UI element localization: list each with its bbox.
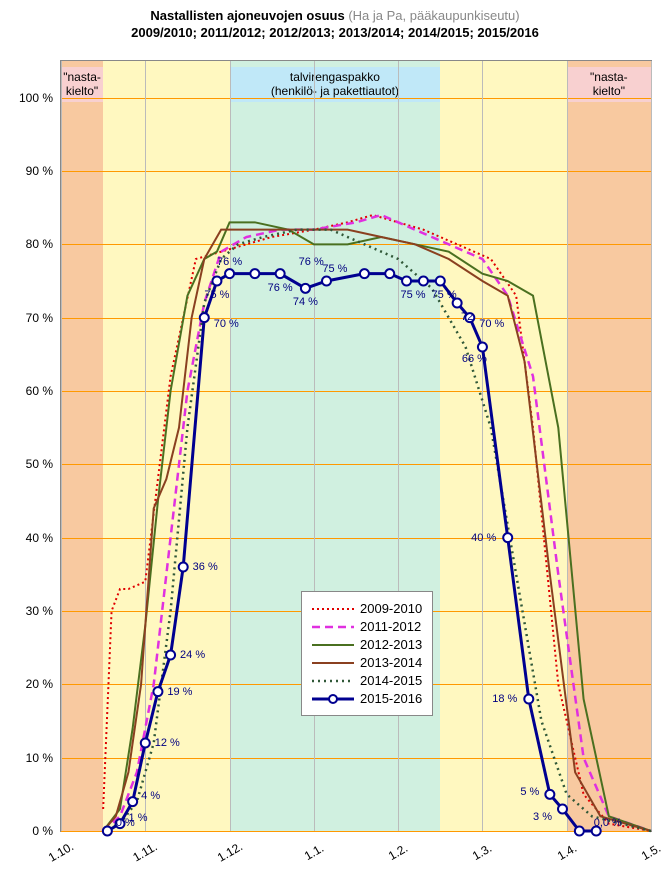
x-axis-label: 1.12. <box>214 839 244 864</box>
data-label: 74 % <box>293 296 318 308</box>
x-axis-label: 1.4. <box>555 841 579 863</box>
legend-swatch <box>312 656 354 670</box>
series-marker <box>524 695 533 704</box>
data-label: 1 % <box>129 812 148 824</box>
legend-label: 2015-2016 <box>360 691 422 706</box>
series-marker <box>200 313 209 322</box>
x-axis-label: 1.5. <box>639 841 663 863</box>
data-label: 76 % <box>299 256 324 268</box>
legend: 2009-2010 2011-2012 2012-2013 2013-2014 2014… <box>301 591 433 716</box>
series-marker <box>478 343 487 352</box>
series-marker <box>166 651 175 660</box>
legend-row: 2009-2010 <box>312 601 422 616</box>
legend-label: 2012-2013 <box>360 637 422 652</box>
series-marker <box>322 277 331 286</box>
series-marker <box>558 805 567 814</box>
gridline-h <box>61 831 651 832</box>
y-axis-label: 70 % <box>3 311 53 325</box>
series-marker <box>103 827 112 836</box>
data-label: 19 % <box>167 686 192 698</box>
gridline-v <box>651 61 652 831</box>
title-line2: 2009/2010; 2011/2012; 2012/2013; 2013/20… <box>0 25 670 42</box>
series-marker <box>276 269 285 278</box>
y-axis-label: 10 % <box>3 751 53 765</box>
x-axis-label: 1.10. <box>46 839 76 864</box>
data-label: 3 % <box>533 811 552 823</box>
legend-row: 2011-2012 <box>312 619 422 634</box>
y-axis-label: 0 % <box>3 824 53 838</box>
x-axis-label: 1.2. <box>386 841 410 863</box>
chart-title: Nastallisten ajoneuvojen osuus (Ha ja Pa… <box>0 0 670 42</box>
x-axis-label: 1.1. <box>302 841 326 863</box>
series-marker <box>575 827 584 836</box>
data-label: 24 % <box>180 649 205 661</box>
data-label: 36 % <box>193 561 218 573</box>
data-label: 72 <box>461 311 473 323</box>
y-axis-label: 50 % <box>3 457 53 471</box>
legend-row: 2012-2013 <box>312 637 422 652</box>
data-label: 76 % <box>268 282 293 294</box>
legend-label: 2009-2010 <box>360 601 422 616</box>
data-label: 75 % <box>204 289 229 301</box>
title-gray: (Ha ja Pa, pääkaupunkiseutu) <box>348 8 519 23</box>
legend-swatch <box>312 620 354 634</box>
legend-swatch <box>312 602 354 616</box>
y-axis-label: 90 % <box>3 164 53 178</box>
legend-label: 2011-2012 <box>360 619 421 634</box>
series-marker <box>141 739 150 748</box>
data-label: 76 % <box>217 256 242 268</box>
y-axis-label: 30 % <box>3 604 53 618</box>
data-label: 66 % <box>462 353 487 365</box>
data-label: 70 % <box>214 318 239 330</box>
legend-label: 2013-2014 <box>360 655 422 670</box>
x-axis-label: 1.11. <box>131 839 160 864</box>
series-marker <box>153 687 162 696</box>
chart-container: Nastallisten ajoneuvojen osuus (Ha ja Pa… <box>0 0 670 889</box>
legend-row: 2013-2014 <box>312 655 422 670</box>
series-marker <box>179 563 188 572</box>
data-label: 4 % <box>141 790 160 802</box>
plot-area: "nasta-kielto"talvirengaspakko(henkilö- … <box>60 60 652 832</box>
series-marker <box>385 269 394 278</box>
series-marker <box>436 277 445 286</box>
legend-swatch <box>312 692 354 706</box>
y-axis-label: 40 % <box>3 531 53 545</box>
data-label: 75 % <box>400 289 425 301</box>
y-axis-label: 60 % <box>3 384 53 398</box>
series-marker <box>402 277 411 286</box>
y-axis-label: 20 % <box>3 677 53 691</box>
y-axis-label: 80 % <box>3 237 53 251</box>
legend-swatch <box>312 674 354 688</box>
data-label: 75 % <box>322 263 347 275</box>
series-marker <box>250 269 259 278</box>
y-axis-label: 100 % <box>3 91 53 105</box>
legend-label: 2014-2015 <box>360 673 422 688</box>
series-marker <box>128 797 137 806</box>
series-marker <box>212 277 221 286</box>
data-label: 18 % <box>492 693 517 705</box>
legend-row: 2014-2015 <box>312 673 422 688</box>
legend-swatch <box>312 638 354 652</box>
series-marker <box>503 533 512 542</box>
data-label: 70 % <box>479 318 504 330</box>
title-bold: Nastallisten ajoneuvojen osuus <box>150 8 344 23</box>
data-label: 75 % <box>432 289 457 301</box>
data-label: 5 % <box>520 786 539 798</box>
data-label: 12 % <box>155 737 180 749</box>
data-label: 40 % <box>471 532 496 544</box>
series-marker <box>360 269 369 278</box>
series-marker <box>225 269 234 278</box>
series-marker <box>545 790 554 799</box>
legend-row: 2015-2016 <box>312 691 422 706</box>
series-marker <box>301 284 310 293</box>
series-marker <box>419 277 428 286</box>
x-axis-label: 1.3. <box>470 841 494 863</box>
data-label: 0,0 % <box>594 817 622 829</box>
